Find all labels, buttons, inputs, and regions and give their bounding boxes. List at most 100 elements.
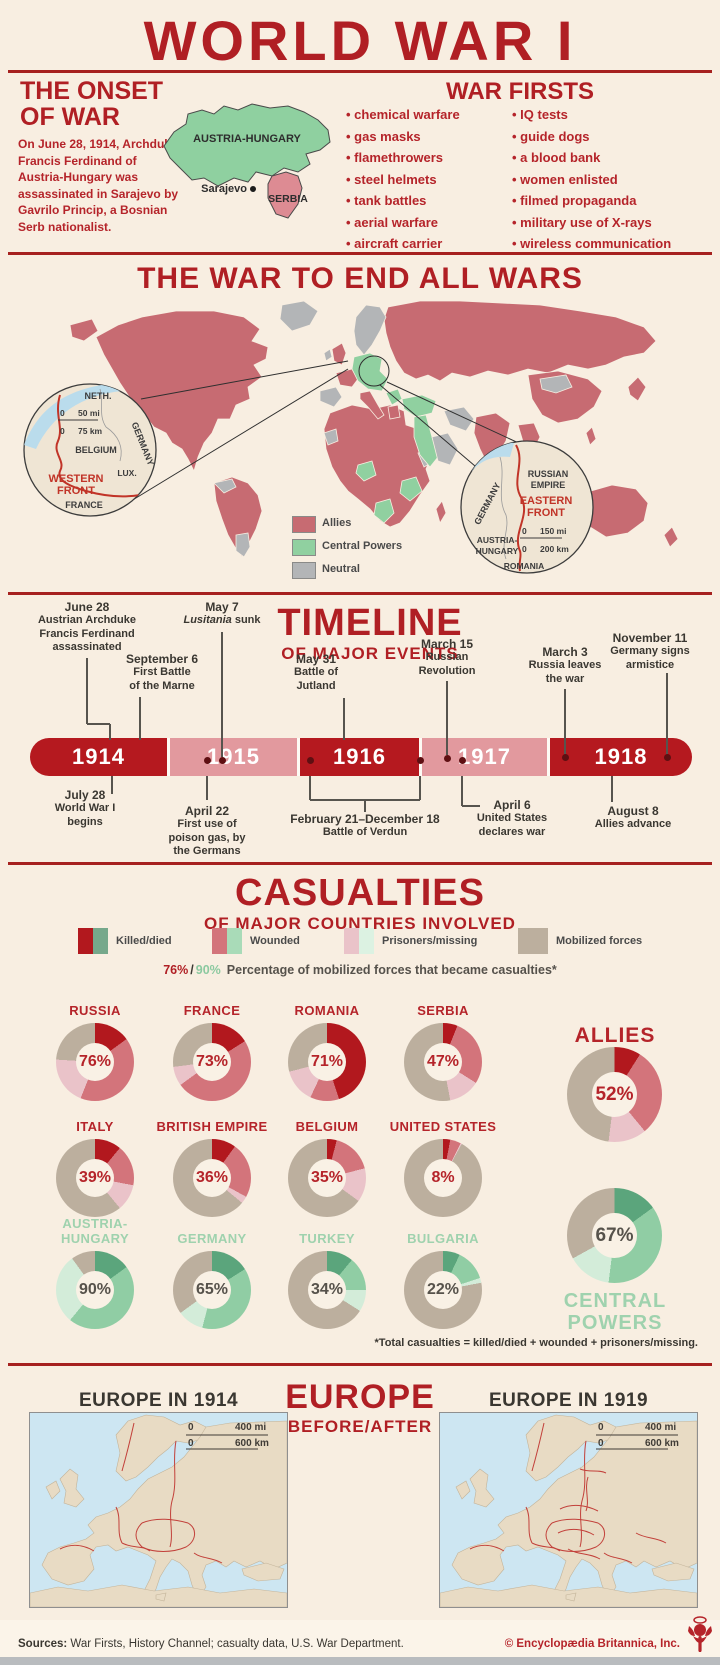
timeline-connector	[419, 776, 421, 800]
world-map-heading: THE WAR TO END ALL WARS	[137, 262, 583, 295]
europe-1919-map: 0 400 mi 0 600 km	[439, 1412, 698, 1608]
event-text: armistice	[625, 658, 675, 671]
donut-hole	[308, 1043, 346, 1081]
timeline-event: March 3 Russia leaves the war	[505, 645, 625, 686]
divider	[8, 592, 712, 595]
e-scale-mi: 150 mi	[540, 526, 566, 536]
timeline-event: September 6 First Battle of the Marne	[97, 652, 227, 693]
country-label-romania: ROMANIA	[294, 1003, 360, 1018]
event-date: March 15	[420, 637, 474, 651]
new-zealand	[663, 526, 679, 548]
country-label-united-states: UNITED STATES	[389, 1119, 497, 1134]
event-text: United States	[476, 812, 548, 824]
timeline-event-dot	[203, 756, 211, 764]
event-text: Jutland	[296, 679, 336, 692]
sarajevo-dot	[250, 186, 256, 192]
scale-mi: 50 mi	[78, 408, 100, 418]
japan	[627, 376, 647, 402]
country-label-germany: GERMANY	[177, 1231, 247, 1246]
europe-focus-circle	[358, 355, 390, 387]
channel-water	[24, 384, 122, 449]
german-cameroon	[355, 460, 377, 482]
donut-hole	[76, 1043, 114, 1081]
timeline-connector	[462, 805, 480, 807]
donut-hole	[76, 1271, 114, 1309]
timeline-connector	[564, 689, 566, 754]
event-text: begins	[67, 815, 103, 828]
timeline-year-1918: 1918	[550, 738, 692, 776]
mobilized-swatch	[518, 928, 548, 954]
timeline-year-1916: 1916	[300, 738, 419, 776]
russian-empire-label-1: RUSSIAN	[528, 469, 569, 479]
war-firsts-list-1: chemical warfaregas masksflamethrowersst…	[346, 104, 506, 255]
event-text: Austrian Archduke	[37, 614, 136, 626]
donut-british-empire: 36%	[173, 1139, 251, 1217]
western-front-line	[55, 394, 153, 498]
timeline-event-dot	[443, 754, 451, 762]
italy	[359, 390, 385, 420]
western-front-inset: NETH. 0 50 mi 0 75 km BELGIUM GERMANY LU…	[23, 383, 157, 517]
note-separator: /	[190, 963, 194, 977]
donut-percent: 52%	[595, 1083, 634, 1105]
timeline-event: April 22 First use of poison gas, by the Ge…	[142, 804, 272, 859]
timeline-connector	[109, 724, 111, 740]
war-first-item: aerial warfare	[346, 212, 506, 234]
sarajevo-label: Sarajevo	[201, 183, 247, 195]
timeline-connector	[343, 698, 345, 740]
war-first-item: gas masks	[346, 126, 506, 148]
event-text: poison gas, by	[168, 831, 246, 844]
donut-allies: 52%	[567, 1047, 662, 1142]
belgium-label: BELGIUM	[75, 445, 117, 455]
event-text: First use of	[177, 818, 237, 830]
copyright: © Encyclopædia Britannica, Inc.	[504, 1638, 680, 1650]
persia-neutral	[443, 406, 475, 432]
war-first-item: a blood bank	[512, 147, 702, 169]
divider	[8, 862, 712, 865]
war-first-item: guide dogs	[512, 126, 702, 148]
donut-percent: 90%	[78, 1281, 112, 1298]
timeline-event-dot	[218, 756, 226, 764]
event-date: September 6	[125, 652, 199, 666]
timeline-subheading: OF MAJOR EVENTS	[281, 644, 459, 663]
country-label-serbia: SERBIA	[417, 1003, 469, 1018]
timeline-event-dot	[458, 756, 466, 764]
timeline-year-1914: 1914	[30, 738, 167, 776]
central-powers-group-label: CENTRAL POWERS	[563, 1290, 667, 1334]
donut-percent: 36%	[195, 1169, 229, 1186]
world-war-map: NETH. 0 50 mi 0 75 km BELGIUM GERMANY LU…	[23, 300, 679, 574]
central-percent-sample: 90%	[195, 963, 221, 977]
scale1914-km: 600 km	[235, 1438, 269, 1449]
timeline-connector	[206, 776, 208, 800]
donut-percent: 73%	[195, 1053, 229, 1070]
donut-percent: 22%	[426, 1281, 460, 1298]
france-label: FRANCE	[65, 500, 103, 510]
war-firsts-list-2: IQ testsguide dogsa blood bankwomen enli…	[512, 104, 702, 255]
timeline-heading: TIMELINE	[277, 602, 463, 644]
donut-charts-layer: RUSSIA 76% FRANCE 73% ROMANIA 71% SERBIA 47% ITA…	[56, 1003, 662, 1329]
donut-central-powers: 67%	[567, 1188, 662, 1283]
onset-heading: THE ONSET OF WAR	[20, 78, 163, 131]
event-date: November 11	[612, 631, 688, 645]
bottom-strip	[0, 1657, 720, 1665]
donut-hole	[308, 1159, 346, 1197]
ah-label-1: AUSTRIA-	[477, 535, 518, 545]
iberia-neutral	[319, 386, 343, 408]
donut-percent: 76%	[78, 1053, 112, 1070]
event-text: Germany signs	[610, 645, 690, 657]
neutral-legend-label: Neutral	[322, 563, 360, 575]
greece	[387, 404, 401, 420]
north-sa-neutral	[213, 478, 237, 494]
donut-hole	[76, 1159, 114, 1197]
donut-hole	[592, 1213, 637, 1258]
war-first-item: military use of X-rays	[512, 212, 702, 234]
timeline-events-layer: June 28 Austrian Archduke Francis Ferdinan…	[37, 600, 690, 859]
donut-bulgaria: 22%	[404, 1251, 482, 1329]
ireland	[323, 348, 333, 362]
donut-belgium: 35%	[288, 1139, 366, 1217]
allies-legend-label: Allies	[322, 517, 352, 529]
timeline-event-dot	[561, 753, 569, 761]
serbia-shape	[267, 171, 303, 219]
country-label-austria-hungary: AUSTRIA-HUNGARY	[60, 1216, 130, 1246]
event-date: March 3	[542, 645, 588, 659]
